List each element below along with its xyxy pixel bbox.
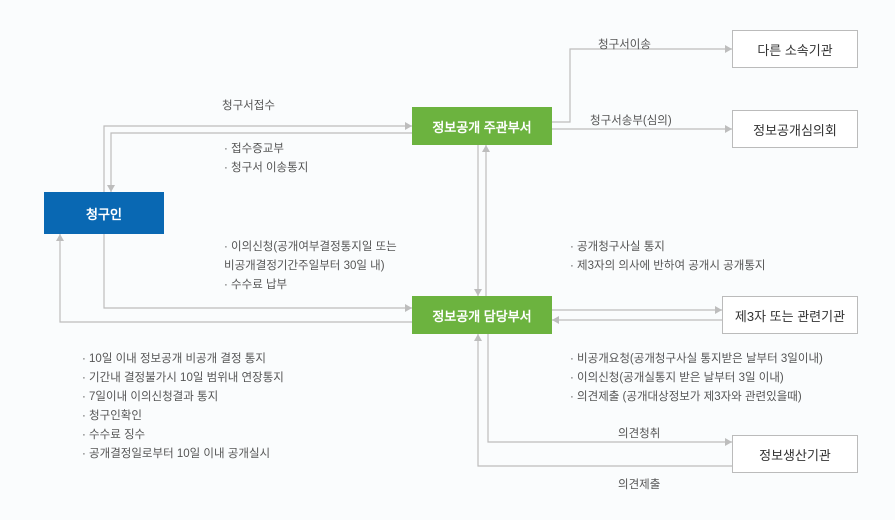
bullet-item: 공개결정일로부터 10일 이내 공개실시 [82,445,284,464]
node-label: 정보공개 주관부서 [432,117,531,136]
edge-opinion-submit: 의견제출 [618,476,660,492]
bullet-item: 제3자의 의사에 반하여 공개시 공개통지 [570,257,766,276]
edge-opinion-request: 의견청취 [618,425,660,441]
bullet-item: 공개청구사실 통지 [570,238,766,257]
node-other-org: 다른 소속기관 [732,30,858,68]
node-third-party: 제3자 또는 관련기관 [722,296,858,334]
node-resp-dept: 정보공개 담당부서 [412,296,552,334]
bullet-item: 청구인확인 [82,407,284,426]
edge-send-deliberate: 청구서송부(심의) [590,112,672,128]
bullet-item: 기간내 결정불가시 10일 범위내 연장통지 [82,369,284,388]
edge-transfer: 청구서이송 [598,36,651,52]
node-label: 청구인 [86,204,122,223]
node-main-dept: 정보공개 주관부서 [412,107,552,145]
node-label: 제3자 또는 관련기관 [735,306,845,325]
bullet-item: 이의신청(공개여부결정통지일 또는 비공개결정기간주일부터 30일 내) [224,238,397,276]
bullet-item: 이의신청(공개실통지 받은 날부터 3일 이내) [570,369,823,388]
edge-request-submit: 청구서접수 [222,97,275,113]
bullet-item: 7일이내 이의신청결과 통지 [82,388,284,407]
bullet-item: 비공개요청(공개청구사실 통지받은 날부터 3일이내) [570,350,823,369]
node-producer: 정보생산기관 [732,435,858,473]
node-label: 정보공개 담당부서 [432,306,531,325]
bullets-b3: 공개청구사실 통지제3자의 의사에 반하여 공개시 공개통지 [570,238,766,276]
bullet-item: 접수증교부 [224,140,308,159]
node-label: 다른 소속기관 [757,40,832,59]
node-requester: 청구인 [44,192,164,234]
node-label: 정보공개심의회 [753,120,837,139]
bullet-item: 의견제출 (공개대상정보가 제3자와 관련있을때) [570,388,823,407]
bullets-b1: 접수증교부청구서 이송통지 [224,140,308,178]
bullet-item: 수수료 징수 [82,426,284,445]
bullets-b5: 비공개요청(공개청구사실 통지받은 날부터 3일이내)이의신청(공개실통지 받은… [570,350,823,407]
bullets-b4: 10일 이내 정보공개 비공개 결정 통지기간내 결정불가시 10일 범위내 연… [82,350,284,464]
bullets-b2: 이의신청(공개여부결정통지일 또는 비공개결정기간주일부터 30일 내)수수료 … [224,238,397,295]
bullet-item: 청구서 이송통지 [224,159,308,178]
node-committee: 정보공개심의회 [732,110,858,148]
bullet-item: 수수료 납부 [224,276,397,295]
node-label: 정보생산기관 [759,445,831,464]
bullet-item: 10일 이내 정보공개 비공개 결정 통지 [82,350,284,369]
